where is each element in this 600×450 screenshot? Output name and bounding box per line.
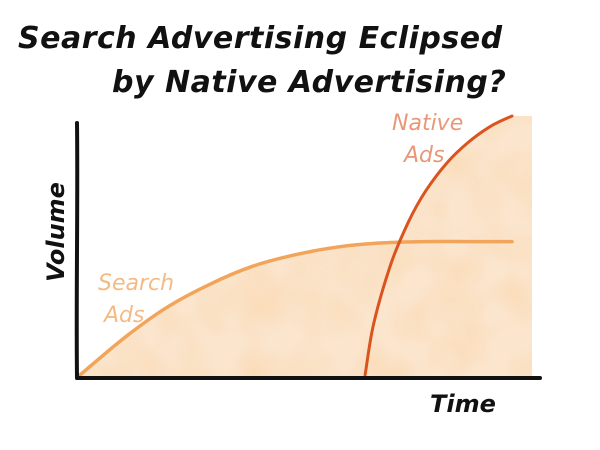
series-label-search-line-1: Search bbox=[98, 271, 174, 296]
chart-title-line-2: by Native Advertising? bbox=[112, 65, 506, 100]
x-axis-line bbox=[75, 375, 542, 381]
series-label-search-line-2: Ads bbox=[102, 303, 144, 328]
series-label-native-line-2: Ads bbox=[402, 143, 444, 168]
x-axis-label: Time bbox=[430, 390, 496, 418]
series-line-native-ads bbox=[363, 114, 514, 377]
series-line-search-ads bbox=[78, 239, 514, 377]
series-label-native-line-1: Native bbox=[392, 111, 463, 136]
y-axis-label: Volume bbox=[42, 182, 70, 282]
series-label-native-ads: Native Ads bbox=[392, 111, 463, 168]
series-label-search-ads: Search Ads bbox=[98, 271, 174, 328]
y-axis-line bbox=[74, 121, 80, 380]
chart-title-line-1: Search Advertising Eclipsed bbox=[18, 21, 503, 56]
